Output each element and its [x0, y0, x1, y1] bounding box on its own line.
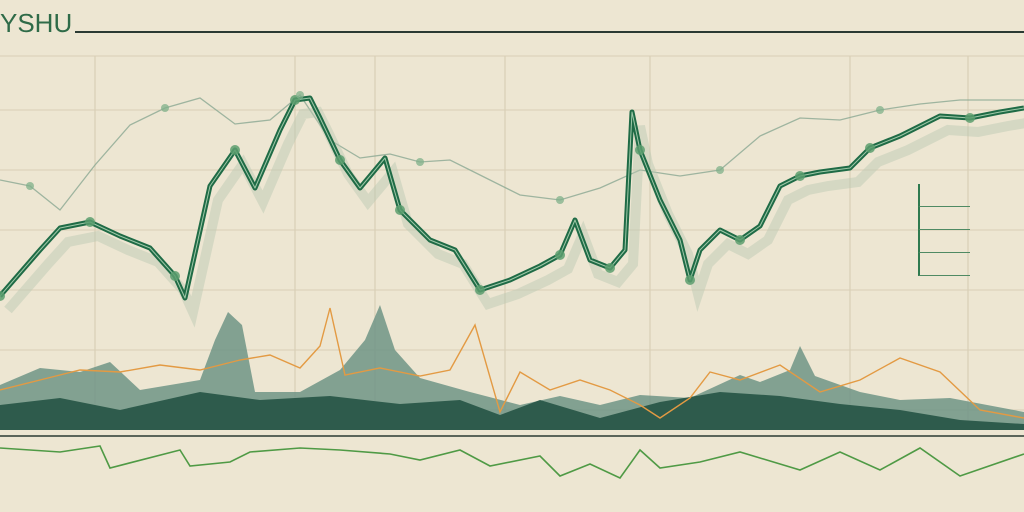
data-point — [716, 166, 724, 174]
data-point — [605, 263, 615, 273]
data-point — [735, 235, 745, 245]
data-point — [416, 158, 424, 166]
data-point — [230, 145, 240, 155]
primary-shadow — [4, 106, 1024, 328]
primary-highlight — [0, 97, 1024, 299]
upper-light-line — [0, 94, 1024, 211]
data-point — [876, 106, 884, 114]
data-point — [0, 291, 5, 301]
data-point — [475, 285, 485, 295]
data-point — [685, 275, 695, 285]
grid — [0, 31, 1024, 437]
data-point — [965, 113, 975, 123]
data-point — [865, 143, 875, 153]
data-point — [635, 145, 645, 155]
mountain-area-series — [0, 305, 1024, 430]
mountain-front — [0, 392, 1024, 430]
data-point — [161, 104, 169, 112]
data-point — [395, 205, 405, 215]
orange-line — [0, 307, 1024, 419]
data-point — [26, 182, 34, 190]
data-point — [85, 217, 95, 227]
data-point — [296, 91, 304, 99]
legend-entry — [918, 207, 970, 230]
series-layer — [0, 91, 1024, 480]
data-point — [170, 271, 180, 281]
data-point — [335, 155, 345, 165]
legend-entry — [918, 253, 970, 276]
primary-line — [0, 95, 1024, 301]
data-point — [555, 250, 565, 260]
legend-entry — [918, 184, 970, 207]
legend-entry — [918, 230, 970, 253]
data-point — [795, 171, 805, 181]
legend — [918, 184, 970, 276]
chart-title: YSHU — [0, 8, 73, 38]
data-point — [556, 196, 564, 204]
bottom-line — [0, 445, 1024, 480]
